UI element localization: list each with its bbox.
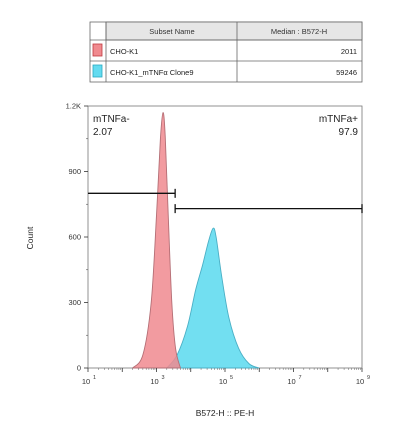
x-tick-label-2: 10	[219, 377, 227, 386]
legend-median-clone9: 59246	[336, 68, 357, 77]
x-tick-label-3: 10	[287, 377, 295, 386]
legend-swatch-clone9	[92, 64, 103, 78]
gate-percent-negative: 2.07	[93, 127, 113, 138]
x-tick-label-0: 10	[82, 377, 90, 386]
histogram-series-0	[131, 112, 182, 369]
legend-name-clone9: CHO-K1_mTNFα Clone9	[110, 68, 194, 77]
gate-percent-positive: 97.9	[339, 127, 359, 138]
y-tick-label-3: 900	[68, 167, 81, 176]
x-tick-exponent-4: 9	[367, 375, 370, 381]
gate-label-negative: mTNFa-	[93, 114, 130, 125]
x-axis-title: B572-H :: PE-H	[196, 408, 255, 418]
histogram-series-1	[165, 227, 260, 369]
series-layer	[131, 112, 260, 369]
x-tick-label-1: 10	[150, 377, 158, 386]
gate-layer	[88, 188, 363, 214]
y-tick-label-0: 0	[77, 364, 81, 373]
legend-header-median: Median : B572-H	[271, 27, 327, 36]
x-tick-label-4: 10	[356, 377, 364, 386]
x-tick-exponent-3: 7	[299, 375, 302, 381]
y-tick-label-1: 300	[68, 298, 81, 307]
y-tick-label-4: 1.2K	[66, 102, 81, 111]
legend-name-cho-k1: CHO-K1	[110, 47, 138, 56]
x-tick-exponent-1: 3	[162, 375, 165, 381]
x-tick-exponent-0: 1	[93, 375, 96, 381]
x-tick-exponent-2: 5	[230, 375, 233, 381]
legend-swatch-cho-k1	[92, 43, 103, 57]
gate-label-positive: mTNFa+	[319, 114, 358, 125]
legend-table: Subset Name Median : B572-H CHO-K1 2011 …	[89, 21, 363, 83]
y-axis-title: Count	[25, 226, 35, 249]
legend-header-subset: Subset Name	[149, 27, 194, 36]
y-tick-label-2: 600	[68, 233, 81, 242]
legend-median-cho-k1: 2011	[341, 47, 357, 56]
